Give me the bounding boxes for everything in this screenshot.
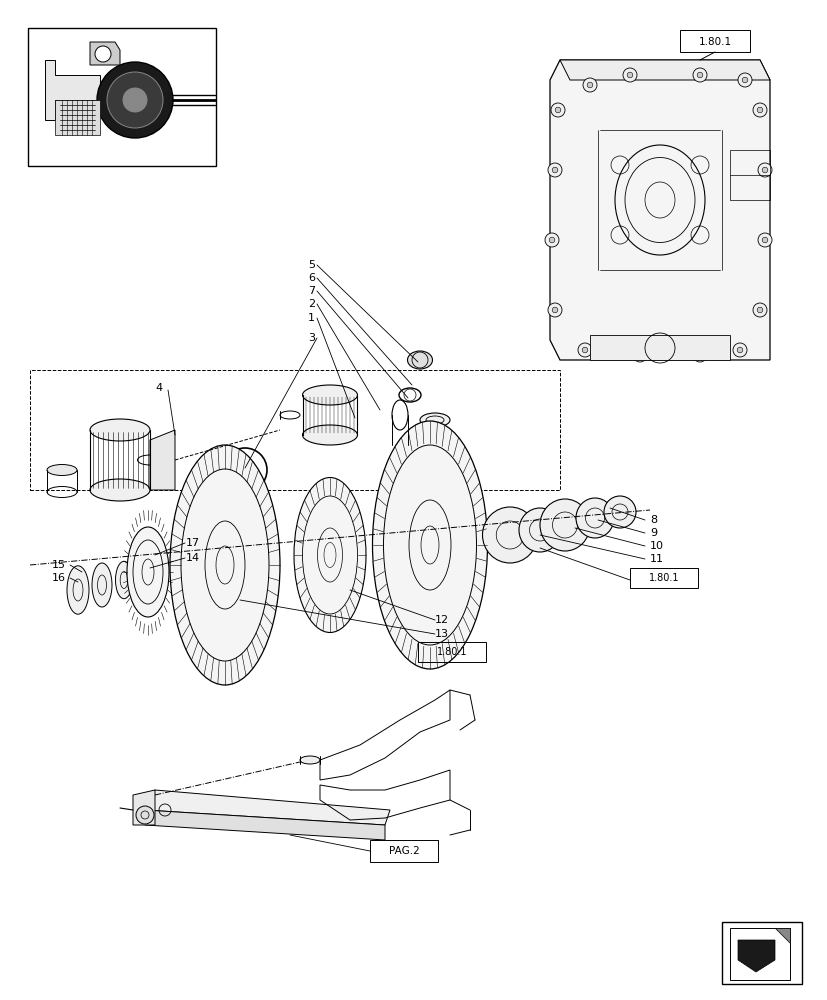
Polygon shape <box>150 430 174 490</box>
Circle shape <box>550 103 564 117</box>
Text: 16: 16 <box>52 573 66 583</box>
Text: 11: 11 <box>649 554 663 564</box>
Circle shape <box>741 77 747 83</box>
Ellipse shape <box>294 478 366 633</box>
Circle shape <box>581 347 587 353</box>
Circle shape <box>626 72 632 78</box>
Circle shape <box>123 88 147 112</box>
Polygon shape <box>559 60 769 80</box>
Ellipse shape <box>90 419 150 441</box>
Text: 1: 1 <box>308 313 314 323</box>
Circle shape <box>136 806 154 824</box>
Circle shape <box>752 103 766 117</box>
Ellipse shape <box>90 479 150 501</box>
Bar <box>30 370 559 490</box>
Circle shape <box>696 352 702 358</box>
Circle shape <box>622 68 636 82</box>
Ellipse shape <box>170 445 280 685</box>
Polygon shape <box>90 42 120 65</box>
Bar <box>729 150 769 200</box>
Polygon shape <box>55 100 100 135</box>
Text: 17: 17 <box>186 538 200 548</box>
Text: 7: 7 <box>308 286 314 296</box>
Circle shape <box>547 163 562 177</box>
Ellipse shape <box>407 351 432 369</box>
Circle shape <box>757 233 771 247</box>
Circle shape <box>762 167 767 173</box>
Text: 14: 14 <box>186 553 200 563</box>
Circle shape <box>555 107 560 113</box>
Ellipse shape <box>127 527 169 617</box>
Circle shape <box>632 348 646 362</box>
Ellipse shape <box>482 507 537 563</box>
Circle shape <box>637 352 642 358</box>
Bar <box>370 840 437 862</box>
Polygon shape <box>737 940 774 972</box>
Bar <box>418 642 485 662</box>
Text: 9: 9 <box>649 528 657 538</box>
Ellipse shape <box>603 496 635 528</box>
Ellipse shape <box>539 499 590 551</box>
Ellipse shape <box>92 563 112 607</box>
Circle shape <box>95 46 111 62</box>
Text: 1.80.1: 1.80.1 <box>698 37 731 47</box>
Circle shape <box>692 348 706 362</box>
Circle shape <box>696 72 702 78</box>
Text: 1.80.1: 1.80.1 <box>436 647 466 657</box>
Circle shape <box>548 237 554 243</box>
Circle shape <box>752 303 766 317</box>
Ellipse shape <box>519 508 561 552</box>
Ellipse shape <box>115 561 132 599</box>
Polygon shape <box>549 60 769 360</box>
Ellipse shape <box>67 566 88 614</box>
Text: PAG.2: PAG.2 <box>388 846 418 856</box>
Circle shape <box>757 163 771 177</box>
Circle shape <box>586 82 592 88</box>
Text: 2: 2 <box>308 299 314 309</box>
Circle shape <box>552 167 557 173</box>
Circle shape <box>97 62 173 138</box>
Circle shape <box>582 78 596 92</box>
Text: 15: 15 <box>52 560 66 570</box>
Ellipse shape <box>299 756 319 764</box>
Bar <box>721 922 801 984</box>
Polygon shape <box>45 60 100 120</box>
Text: 5: 5 <box>308 260 314 270</box>
Text: 8: 8 <box>649 515 657 525</box>
Circle shape <box>737 73 751 87</box>
Circle shape <box>544 233 558 247</box>
Circle shape <box>692 68 706 82</box>
Circle shape <box>107 72 163 128</box>
Bar <box>28 28 216 166</box>
Text: 10: 10 <box>649 541 663 551</box>
Text: 6: 6 <box>308 273 314 283</box>
Text: 12: 12 <box>434 615 448 625</box>
Polygon shape <box>590 335 729 360</box>
Circle shape <box>552 307 557 313</box>
Circle shape <box>732 343 746 357</box>
Circle shape <box>756 107 762 113</box>
Circle shape <box>756 307 762 313</box>
Ellipse shape <box>576 498 614 538</box>
Text: 3: 3 <box>308 333 314 343</box>
Circle shape <box>577 343 591 357</box>
Text: 13: 13 <box>434 629 448 639</box>
Ellipse shape <box>372 421 487 669</box>
Polygon shape <box>774 928 789 943</box>
Polygon shape <box>145 790 390 825</box>
Text: 1.80.1: 1.80.1 <box>648 573 678 583</box>
Circle shape <box>547 303 562 317</box>
Polygon shape <box>145 810 385 840</box>
Ellipse shape <box>47 464 77 476</box>
Circle shape <box>762 237 767 243</box>
Circle shape <box>736 347 742 353</box>
Ellipse shape <box>302 385 357 405</box>
Bar <box>679 30 749 52</box>
Text: 4: 4 <box>155 383 162 393</box>
Ellipse shape <box>302 425 357 445</box>
Bar <box>629 568 697 588</box>
Polygon shape <box>133 790 155 825</box>
Ellipse shape <box>419 413 449 427</box>
Polygon shape <box>729 928 789 980</box>
